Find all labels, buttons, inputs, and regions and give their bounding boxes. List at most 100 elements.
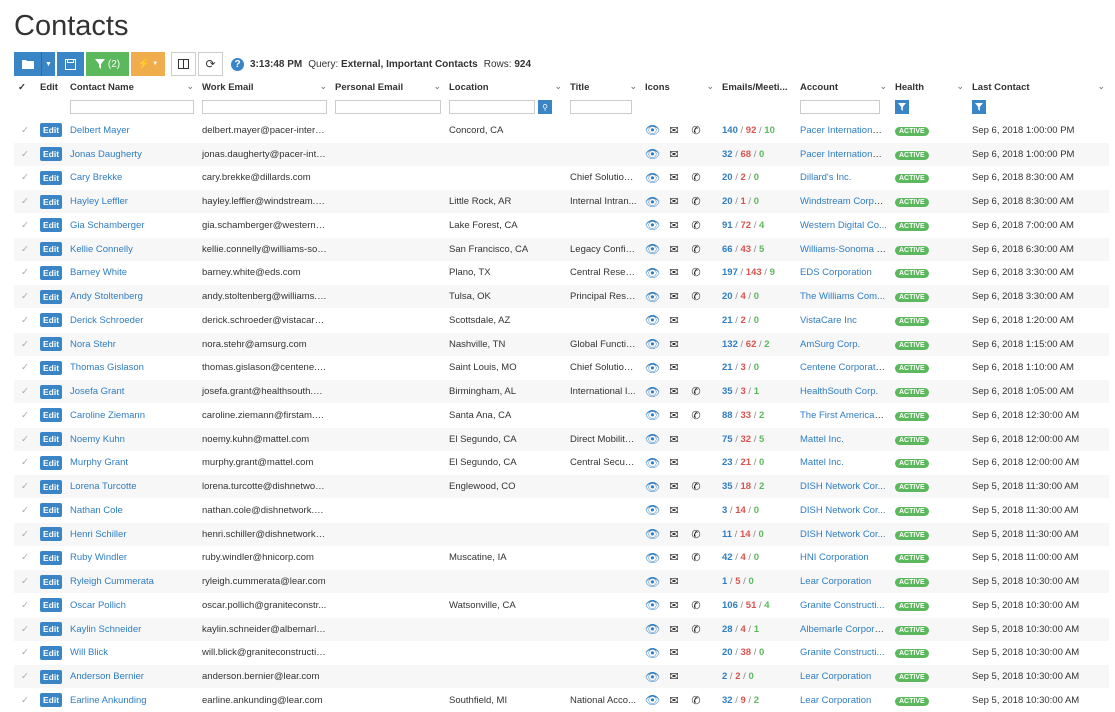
- phone-icon[interactable]: ✆: [691, 694, 701, 707]
- account-link[interactable]: Albemarle Corpora...: [800, 623, 888, 635]
- eye-icon[interactable]: 👁: [645, 384, 661, 399]
- contact-name-link[interactable]: Thomas Gislason: [70, 362, 144, 374]
- table-row[interactable]: ✓ Edit Henri Schiller henri.schiller@dishne…: [14, 521, 1109, 546]
- table-row[interactable]: ✓ Edit Delbert Mayer delbert.mayer@pacer-in…: [14, 118, 1109, 143]
- chevron-down-icon[interactable]: ⌄: [1097, 81, 1105, 91]
- table-row[interactable]: ✓ Edit Derick Schroeder derick.schroeder@vi…: [14, 308, 1109, 333]
- contact-name-link[interactable]: Earline Ankunding: [70, 694, 147, 706]
- edit-button[interactable]: Edit: [40, 289, 63, 304]
- work-email-filter[interactable]: [202, 99, 327, 114]
- mail-icon[interactable]: ✉: [669, 314, 679, 327]
- row-checkbox[interactable]: ✓: [14, 593, 36, 618]
- contact-name-link[interactable]: Kellie Connelly: [70, 243, 133, 255]
- table-row[interactable]: ✓ Edit Jonas Daugherty jonas.daugherty@pace…: [14, 141, 1109, 166]
- mail-icon[interactable]: ✉: [669, 481, 679, 494]
- chevron-down-icon[interactable]: ⌄: [186, 81, 194, 91]
- account-link[interactable]: Granite Constructi...: [800, 647, 885, 659]
- mail-icon[interactable]: ✉: [669, 124, 679, 137]
- contact-name-link[interactable]: Hayley Leffler: [70, 196, 128, 208]
- edit-button[interactable]: Edit: [40, 574, 63, 589]
- phone-icon[interactable]: ✆: [691, 528, 701, 541]
- chevron-down-icon[interactable]: ⌄: [629, 81, 637, 91]
- table-row[interactable]: ✓ Edit Barney White barney.white@eds.com Pla…: [14, 260, 1109, 285]
- table-row[interactable]: ✓ Edit Ryleigh Cummerata ryleigh.cummerata@…: [14, 569, 1109, 594]
- contact-name-link[interactable]: Josefa Grant: [70, 386, 125, 398]
- row-checkbox[interactable]: ✓: [14, 141, 36, 166]
- contact-name-link[interactable]: Oscar Pollich: [70, 599, 126, 611]
- row-checkbox[interactable]: ✓: [14, 284, 36, 309]
- eye-icon[interactable]: 👁: [645, 265, 661, 280]
- account-link[interactable]: Centene Corporation: [800, 362, 889, 374]
- account-link[interactable]: Lear Corporation: [800, 694, 872, 706]
- table-row[interactable]: ✓ Edit Nathan Cole nathan.cole@dishnetwork.…: [14, 498, 1109, 523]
- account-filter[interactable]: [800, 99, 880, 114]
- columns-button[interactable]: [171, 52, 196, 76]
- contact-name-link[interactable]: Noemy Kuhn: [70, 433, 125, 445]
- edit-button[interactable]: Edit: [40, 693, 63, 708]
- contact-name-link[interactable]: Will Blick: [70, 647, 108, 659]
- account-link[interactable]: DISH Network Cor...: [800, 481, 886, 493]
- column-header-title[interactable]: Title ⌄: [570, 81, 637, 93]
- row-checkbox[interactable]: ✓: [14, 379, 36, 404]
- mail-icon[interactable]: ✉: [669, 196, 679, 209]
- table-row[interactable]: ✓ Edit Kaylin Schneider kaylin.schneider@al…: [14, 616, 1109, 641]
- account-link[interactable]: Granite Constructi...: [800, 599, 885, 611]
- row-checkbox[interactable]: ✓: [14, 474, 36, 499]
- phone-icon[interactable]: ✆: [691, 196, 701, 209]
- eye-icon[interactable]: 👁: [645, 194, 661, 209]
- phone-icon[interactable]: ✆: [691, 623, 701, 636]
- contact-name-link[interactable]: Kaylin Schneider: [70, 623, 142, 635]
- folder-button[interactable]: [14, 52, 41, 76]
- mail-icon[interactable]: ✉: [669, 599, 679, 612]
- row-checkbox[interactable]: ✓: [14, 640, 36, 665]
- eye-icon[interactable]: 👁: [645, 574, 661, 589]
- table-row[interactable]: ✓ Edit Andy Stoltenberg andy.stoltenberg@wi…: [14, 284, 1109, 309]
- mail-icon[interactable]: ✉: [669, 291, 679, 304]
- save-button[interactable]: [57, 52, 84, 76]
- account-link[interactable]: Western Digital Co...: [800, 219, 887, 231]
- mail-icon[interactable]: ✉: [669, 386, 679, 399]
- table-row[interactable]: ✓ Edit Noemy Kuhn noemy.kuhn@mattel.com El S…: [14, 426, 1109, 451]
- eye-icon[interactable]: 👁: [645, 550, 661, 565]
- folder-dropdown-button[interactable]: ▼: [41, 52, 55, 76]
- table-row[interactable]: ✓ Edit Caroline Ziemann caroline.ziemann@fi…: [14, 403, 1109, 428]
- contact-name-link[interactable]: Nathan Cole: [70, 504, 123, 516]
- row-checkbox[interactable]: ✓: [14, 118, 36, 143]
- account-link[interactable]: HealthSouth Corp.: [800, 386, 879, 398]
- edit-button[interactable]: Edit: [40, 123, 63, 138]
- edit-button[interactable]: Edit: [40, 503, 63, 518]
- mail-icon[interactable]: ✉: [669, 433, 679, 446]
- account-link[interactable]: Mattel Inc.: [800, 433, 844, 445]
- phone-icon[interactable]: ✆: [691, 243, 701, 256]
- row-checkbox[interactable]: ✓: [14, 331, 36, 356]
- table-row[interactable]: ✓ Edit Will Blick will.blick@graniteconstru…: [14, 640, 1109, 665]
- account-link[interactable]: Williams-Sonoma ,...: [800, 243, 888, 255]
- account-link[interactable]: EDS Corporation: [800, 267, 872, 279]
- edit-button[interactable]: Edit: [40, 669, 63, 684]
- mail-icon[interactable]: ✉: [669, 671, 679, 684]
- contact-name-link[interactable]: Delbert Mayer: [70, 124, 130, 136]
- row-checkbox[interactable]: ✓: [14, 426, 36, 451]
- edit-button[interactable]: Edit: [40, 622, 63, 637]
- contact-name-link[interactable]: Murphy Grant: [70, 457, 129, 469]
- row-checkbox[interactable]: ✓: [14, 260, 36, 285]
- chevron-down-icon[interactable]: ⌄: [956, 81, 964, 91]
- edit-button[interactable]: Edit: [40, 432, 63, 447]
- eye-icon[interactable]: 👁: [645, 598, 661, 613]
- row-checkbox[interactable]: ✓: [14, 498, 36, 523]
- column-header-location[interactable]: Location ⌄: [449, 81, 562, 93]
- edit-button[interactable]: Edit: [40, 408, 63, 423]
- edit-button[interactable]: Edit: [40, 360, 63, 375]
- help-icon[interactable]: ?: [231, 57, 244, 71]
- edit-button[interactable]: Edit: [40, 147, 63, 162]
- eye-icon[interactable]: 👁: [645, 669, 661, 684]
- row-checkbox[interactable]: ✓: [14, 450, 36, 475]
- column-header-contact-name[interactable]: Contact Name ⌄: [70, 81, 194, 93]
- eye-icon[interactable]: 👁: [645, 527, 661, 542]
- mail-icon[interactable]: ✉: [669, 623, 679, 636]
- edit-button[interactable]: Edit: [40, 598, 63, 613]
- edit-button[interactable]: Edit: [40, 265, 63, 280]
- table-row[interactable]: ✓ Edit Murphy Grant murphy.grant@mattel.com…: [14, 450, 1109, 475]
- table-row[interactable]: ✓ Edit Kellie Connelly kellie.connelly@will…: [14, 236, 1109, 261]
- column-header-health[interactable]: Health ⌄: [895, 81, 964, 93]
